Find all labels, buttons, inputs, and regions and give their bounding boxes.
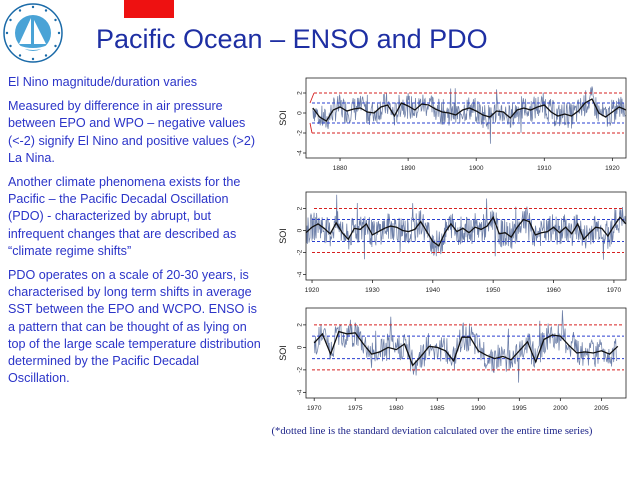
plot-frame <box>305 191 627 281</box>
y-tick-label: 2 <box>297 323 304 327</box>
soi-smoothed-line <box>312 98 627 122</box>
x-tick-label: 1985 <box>430 405 445 412</box>
y-tick-label: 0 <box>297 228 304 232</box>
x-tick-label: 1890 <box>401 165 416 172</box>
x-tick-label: 1920 <box>305 287 320 294</box>
x-tick-label: 1880 <box>333 165 348 172</box>
bullet-enso-variation: El Nino magnitude/duration varies <box>8 75 198 89</box>
plot-frame <box>305 307 627 399</box>
bullet-pdo-intro: Another climate phenomena exists for the… <box>8 175 241 258</box>
sd-line-connector <box>309 122 313 134</box>
soi-chart-1970-2007: -4 -2 0 2 SOI 1970 1975 1980 1985 1990 1995 2000 200… <box>270 304 630 418</box>
x-tick-label: 2000 <box>553 405 568 412</box>
x-tick-label: 1920 <box>605 165 620 172</box>
x-tick-label: 1970 <box>307 405 322 412</box>
y-tick-label: -4 <box>297 389 304 395</box>
chart-caption: (*dotted line is the standard deviation … <box>271 426 593 437</box>
soi-chart-svg: -4 -2 0 2 SOI 1880 1890 1900 1910 1920 <box>278 77 627 172</box>
x-tick-label: 1970 <box>607 287 622 294</box>
x-tick-label: 1910 <box>537 165 552 172</box>
bullet-measurement: Measured by difference in air pressure b… <box>8 99 256 165</box>
x-tick-label: 1995 <box>512 405 527 412</box>
bullet-pdo-scale: PDO operates on a scale of 20-30 years, … <box>8 268 261 386</box>
y-axis-label: SOI <box>278 228 288 244</box>
y-tick-label: -4 <box>297 150 304 156</box>
sd-line-connector <box>309 92 315 104</box>
y-axis-label: SOI <box>278 110 288 126</box>
plot-frame <box>305 77 627 159</box>
soi-chart-1919-1972: -4 -2 0 2 SOI 1920 1930 1940 1950 1960 1970 <box>270 188 630 300</box>
y-axis-label: SOI <box>278 345 288 361</box>
x-tick-label: 1990 <box>471 405 486 412</box>
y-tick-label: -4 <box>297 271 304 277</box>
soi-monthly-series <box>312 86 626 144</box>
x-tick-label: 1940 <box>426 287 441 294</box>
soi-smoothed-line <box>313 330 619 367</box>
y-tick-label: -2 <box>297 367 304 373</box>
sail-logo-icon <box>3 3 63 63</box>
y-tick-label: 0 <box>297 111 304 115</box>
x-tick-label: 1960 <box>546 287 561 294</box>
soi-monthly-series <box>313 310 618 383</box>
x-tick-label: 1975 <box>348 405 363 412</box>
x-tick-label: 2005 <box>594 405 609 412</box>
y-tick-label: 2 <box>297 206 304 210</box>
soi-monthly-series <box>305 194 626 260</box>
soi-smoothed-line <box>305 215 627 247</box>
slide-title: Pacific Ocean – ENSO and PDO <box>96 24 488 54</box>
soi-chart-1876-1922: -4 -2 0 2 SOI 1880 1890 1900 1910 1920 <box>270 74 630 182</box>
soi-chart-svg: -4 -2 0 2 SOI 1970 1975 1980 1985 1990 1995 2000 200… <box>278 307 627 412</box>
soi-chart-svg: -4 -2 0 2 SOI 1920 1930 1940 1950 1960 1970 <box>278 191 627 294</box>
red-accent-tab <box>124 0 174 18</box>
x-tick-label: 1950 <box>486 287 501 294</box>
x-tick-label: 1900 <box>469 165 484 172</box>
y-tick-label: -2 <box>297 130 304 136</box>
y-tick-label: 2 <box>297 91 304 95</box>
y-tick-label: 0 <box>297 345 304 349</box>
y-tick-label: -2 <box>297 249 304 255</box>
bullet-list: El Nino magnitude/duration varies Measur… <box>8 74 263 394</box>
x-tick-label: 1930 <box>365 287 380 294</box>
x-tick-label: 1980 <box>389 405 404 412</box>
